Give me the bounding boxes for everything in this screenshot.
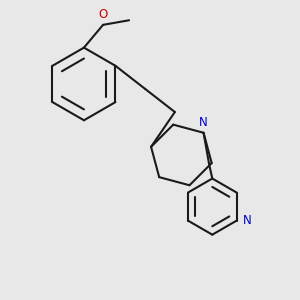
Text: N: N <box>199 116 208 129</box>
Text: N: N <box>243 214 251 227</box>
Text: O: O <box>98 8 108 21</box>
